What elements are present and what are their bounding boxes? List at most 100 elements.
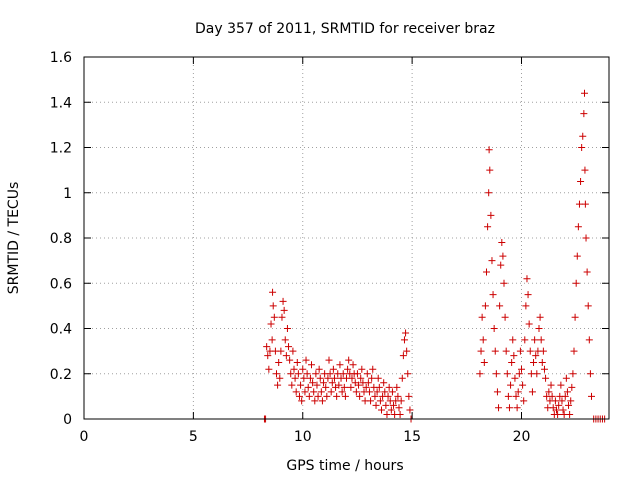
chart-title: Day 357 of 2011, SRMTID for receiver bra… — [195, 21, 495, 37]
y-tick-label: 1.2 — [50, 141, 72, 157]
data-point — [558, 397, 566, 405]
data-point — [488, 257, 496, 265]
data-points — [260, 89, 609, 423]
data-point — [294, 370, 302, 378]
data-point — [303, 370, 311, 378]
data-point — [345, 356, 353, 364]
data-point — [382, 401, 390, 409]
data-point — [580, 110, 588, 118]
data-point — [480, 358, 488, 366]
data-point — [507, 381, 515, 389]
data-point — [538, 358, 546, 366]
data-point — [358, 365, 366, 373]
data-point — [520, 397, 528, 405]
data-point — [373, 388, 381, 396]
data-point — [508, 358, 516, 366]
tick-labels: 0 0.2 0.4 0.6 0.8 1 1.2 1.4 1.6 0 5 10 15 20 — [50, 50, 531, 445]
data-point — [278, 313, 286, 321]
data-point — [273, 370, 280, 378]
data-point — [267, 320, 275, 328]
data-point — [281, 336, 289, 344]
data-point — [533, 370, 541, 378]
data-point — [375, 383, 383, 391]
data-point — [535, 325, 543, 332]
data-point — [483, 268, 490, 276]
data-point — [575, 200, 583, 208]
data-point — [547, 381, 555, 389]
data-point — [302, 356, 310, 364]
data-point — [518, 365, 525, 373]
data-point — [551, 397, 559, 405]
data-point — [499, 252, 507, 260]
data-point — [504, 392, 512, 400]
data-point — [514, 388, 522, 396]
data-point — [490, 325, 498, 332]
x-tick-label: 15 — [403, 429, 421, 445]
data-point — [325, 356, 333, 364]
data-point — [486, 166, 494, 174]
data-point — [479, 336, 487, 344]
data-point — [569, 370, 577, 378]
data-point — [387, 406, 395, 414]
data-point — [324, 374, 332, 382]
y-axis-label: SRMTID / TECUs — [6, 182, 22, 295]
y-tick-label: 0.4 — [50, 322, 72, 338]
data-point — [493, 388, 501, 396]
data-point — [477, 347, 485, 355]
data-point — [291, 374, 299, 382]
data-point — [299, 365, 307, 373]
data-point — [310, 388, 318, 396]
data-point — [500, 279, 508, 287]
x-tick-label: 0 — [80, 429, 89, 445]
data-point — [295, 392, 303, 400]
data-point — [336, 361, 344, 369]
data-point — [562, 374, 570, 382]
data-point — [555, 401, 563, 409]
data-point — [571, 313, 579, 321]
data-point — [397, 397, 405, 405]
data-point — [561, 392, 569, 400]
data-point — [528, 388, 536, 396]
data-point — [384, 392, 392, 400]
data-point — [275, 358, 283, 366]
data-point — [329, 365, 337, 373]
data-point — [583, 268, 591, 276]
data-point — [577, 177, 585, 185]
data-point — [399, 352, 407, 360]
data-point — [579, 132, 587, 140]
data-point — [322, 383, 330, 391]
data-point — [511, 374, 519, 382]
y-tick-label: 0 — [63, 412, 72, 428]
data-point — [263, 343, 271, 351]
data-point — [572, 279, 580, 287]
data-point — [406, 406, 414, 414]
data-point — [320, 379, 328, 387]
data-point — [363, 370, 371, 378]
data-point — [390, 401, 398, 409]
data-point — [353, 370, 361, 378]
data-point — [286, 356, 294, 364]
data-point — [304, 383, 312, 391]
data-point — [383, 410, 391, 418]
data-point — [309, 379, 317, 387]
data-point — [305, 392, 313, 400]
data-point — [585, 336, 593, 344]
data-point — [581, 89, 588, 97]
data-point — [539, 347, 547, 355]
data-point — [521, 336, 529, 344]
data-point — [485, 189, 493, 197]
data-point — [398, 374, 406, 382]
data-point — [269, 288, 277, 296]
axes — [83, 56, 609, 420]
data-point — [519, 381, 527, 389]
data-point — [530, 358, 538, 366]
data-point — [283, 325, 291, 332]
data-point — [376, 397, 384, 405]
data-point — [532, 352, 540, 360]
data-point — [563, 388, 571, 396]
data-point — [395, 404, 403, 412]
data-point — [509, 336, 517, 344]
y-tick-label: 0.8 — [50, 231, 72, 247]
x-axis-label: GPS time / hours — [286, 458, 403, 474]
